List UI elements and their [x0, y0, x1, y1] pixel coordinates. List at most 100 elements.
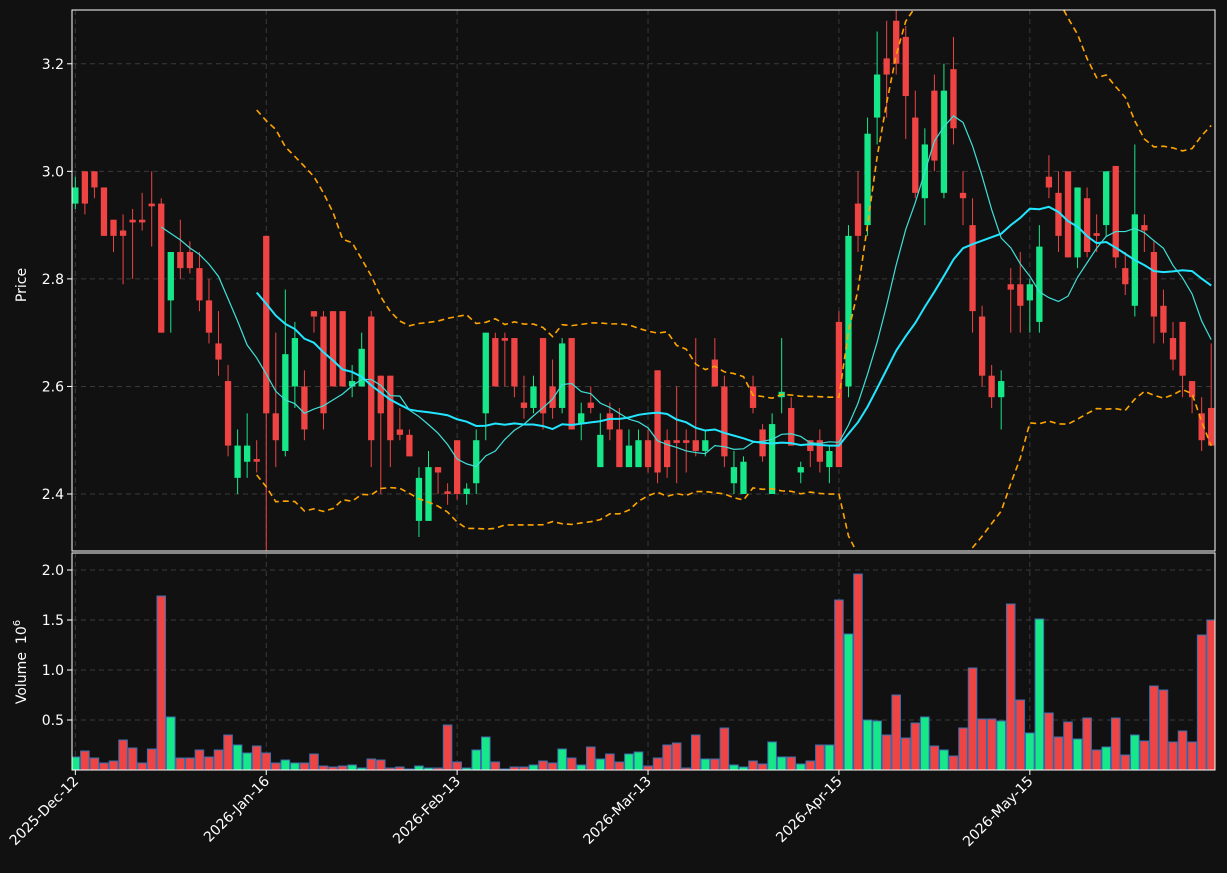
candle-body: [1045, 176, 1053, 188]
candle-body: [72, 187, 79, 204]
volume-bar: [719, 727, 730, 770]
y-tick-label: 1.0: [42, 663, 64, 679]
volume-bar: [757, 763, 768, 770]
volume-bar: [433, 767, 443, 770]
candle-body: [702, 440, 709, 451]
candle-body: [654, 370, 661, 473]
candle-body: [215, 343, 222, 360]
candle-body: [110, 219, 117, 236]
candle-body: [1064, 171, 1072, 258]
moving-average: [255, 205, 1212, 447]
candle-body: [387, 375, 394, 441]
volume-bar: [681, 767, 692, 770]
volume-bar: [557, 748, 567, 770]
volume-bar: [452, 761, 462, 770]
volume-bar: [1053, 736, 1064, 770]
candle-body: [358, 348, 365, 387]
candle-body: [902, 36, 909, 97]
volume-bar: [223, 734, 233, 770]
candle-body: [721, 386, 728, 457]
volume-bar: [328, 766, 338, 770]
bollinger-band: [256, 10, 1212, 400]
volume-panel: [72, 573, 1215, 770]
volume-bar: [1063, 721, 1073, 770]
candle-body: [978, 316, 986, 376]
candle-body: [1160, 305, 1167, 333]
candle-body: [291, 338, 299, 387]
volume-frame: [71, 552, 1216, 771]
volume-bar: [795, 763, 806, 770]
volume-bar: [652, 757, 663, 770]
volume-bar: [1082, 717, 1092, 770]
candle-body: [1122, 268, 1129, 285]
candle-body: [988, 375, 995, 398]
candle-body: [711, 359, 718, 387]
x-tick-label: 2025-Dec-12: [7, 774, 82, 849]
candle-body: [530, 386, 537, 408]
volume-bar: [767, 741, 777, 770]
candle-body: [912, 117, 919, 193]
candle-body: [406, 434, 413, 457]
volume-bar: [1034, 618, 1045, 770]
candle-body: [950, 69, 957, 129]
volume-bar: [299, 762, 310, 770]
y-tick-label: 3.2: [42, 57, 64, 73]
volume-bar: [366, 758, 377, 770]
candle-body: [578, 413, 585, 425]
candle-body: [826, 450, 833, 468]
candle-body: [196, 268, 203, 301]
volume-bar: [805, 760, 816, 770]
candle-body: [1083, 198, 1091, 252]
volume-bar: [1120, 754, 1131, 770]
y-tick-label: 2.0: [42, 563, 64, 579]
candle-body: [1074, 187, 1081, 258]
volume-bar: [605, 753, 615, 770]
candle-body: [348, 381, 356, 387]
candle-body: [272, 413, 279, 441]
volume-bar: [671, 742, 682, 770]
candle-body: [663, 440, 671, 468]
volume-multiplier: 10: [14, 626, 30, 644]
volume-bar: [270, 762, 281, 770]
candle-body: [644, 440, 652, 468]
volume-bar: [108, 760, 119, 770]
candle-body: [167, 251, 174, 301]
y-tick-label: 0.5: [42, 713, 64, 729]
candle-body: [368, 316, 375, 441]
volume-bar: [156, 595, 167, 770]
candle-body: [396, 429, 404, 435]
volume-bar: [1139, 740, 1150, 770]
candle-body: [692, 440, 699, 451]
volume-bar: [881, 734, 892, 770]
candle-body: [205, 300, 213, 333]
candle-body: [854, 203, 862, 236]
candle-body: [129, 219, 136, 223]
volume-bar: [204, 756, 214, 770]
volume-label: Volume: [14, 652, 30, 704]
candle-body: [625, 445, 633, 468]
volume-bar: [1168, 741, 1178, 770]
candle-body: [100, 187, 108, 236]
candle-body: [673, 440, 680, 443]
volume-bar: [99, 762, 109, 770]
candle-body: [1141, 225, 1148, 231]
candle-body: [520, 402, 528, 408]
volume-bar: [89, 757, 100, 770]
candle-body: [139, 219, 146, 223]
candle-body: [816, 440, 823, 462]
volume-bar: [624, 753, 634, 770]
candle-body: [492, 338, 499, 387]
candle-body: [177, 251, 184, 269]
candle-body: [91, 171, 98, 188]
volume-bar: [690, 734, 701, 770]
volume-bar: [1101, 746, 1111, 770]
bollinger-band: [256, 388, 1212, 551]
candle-body: [253, 459, 260, 462]
candle-body: [998, 381, 1005, 398]
volume-bar: [290, 762, 300, 770]
volume-bar: [414, 765, 424, 770]
candle-body: [263, 235, 270, 414]
volume-bar: [1072, 738, 1083, 770]
candle-body: [959, 192, 967, 199]
volume-bar: [585, 746, 596, 770]
